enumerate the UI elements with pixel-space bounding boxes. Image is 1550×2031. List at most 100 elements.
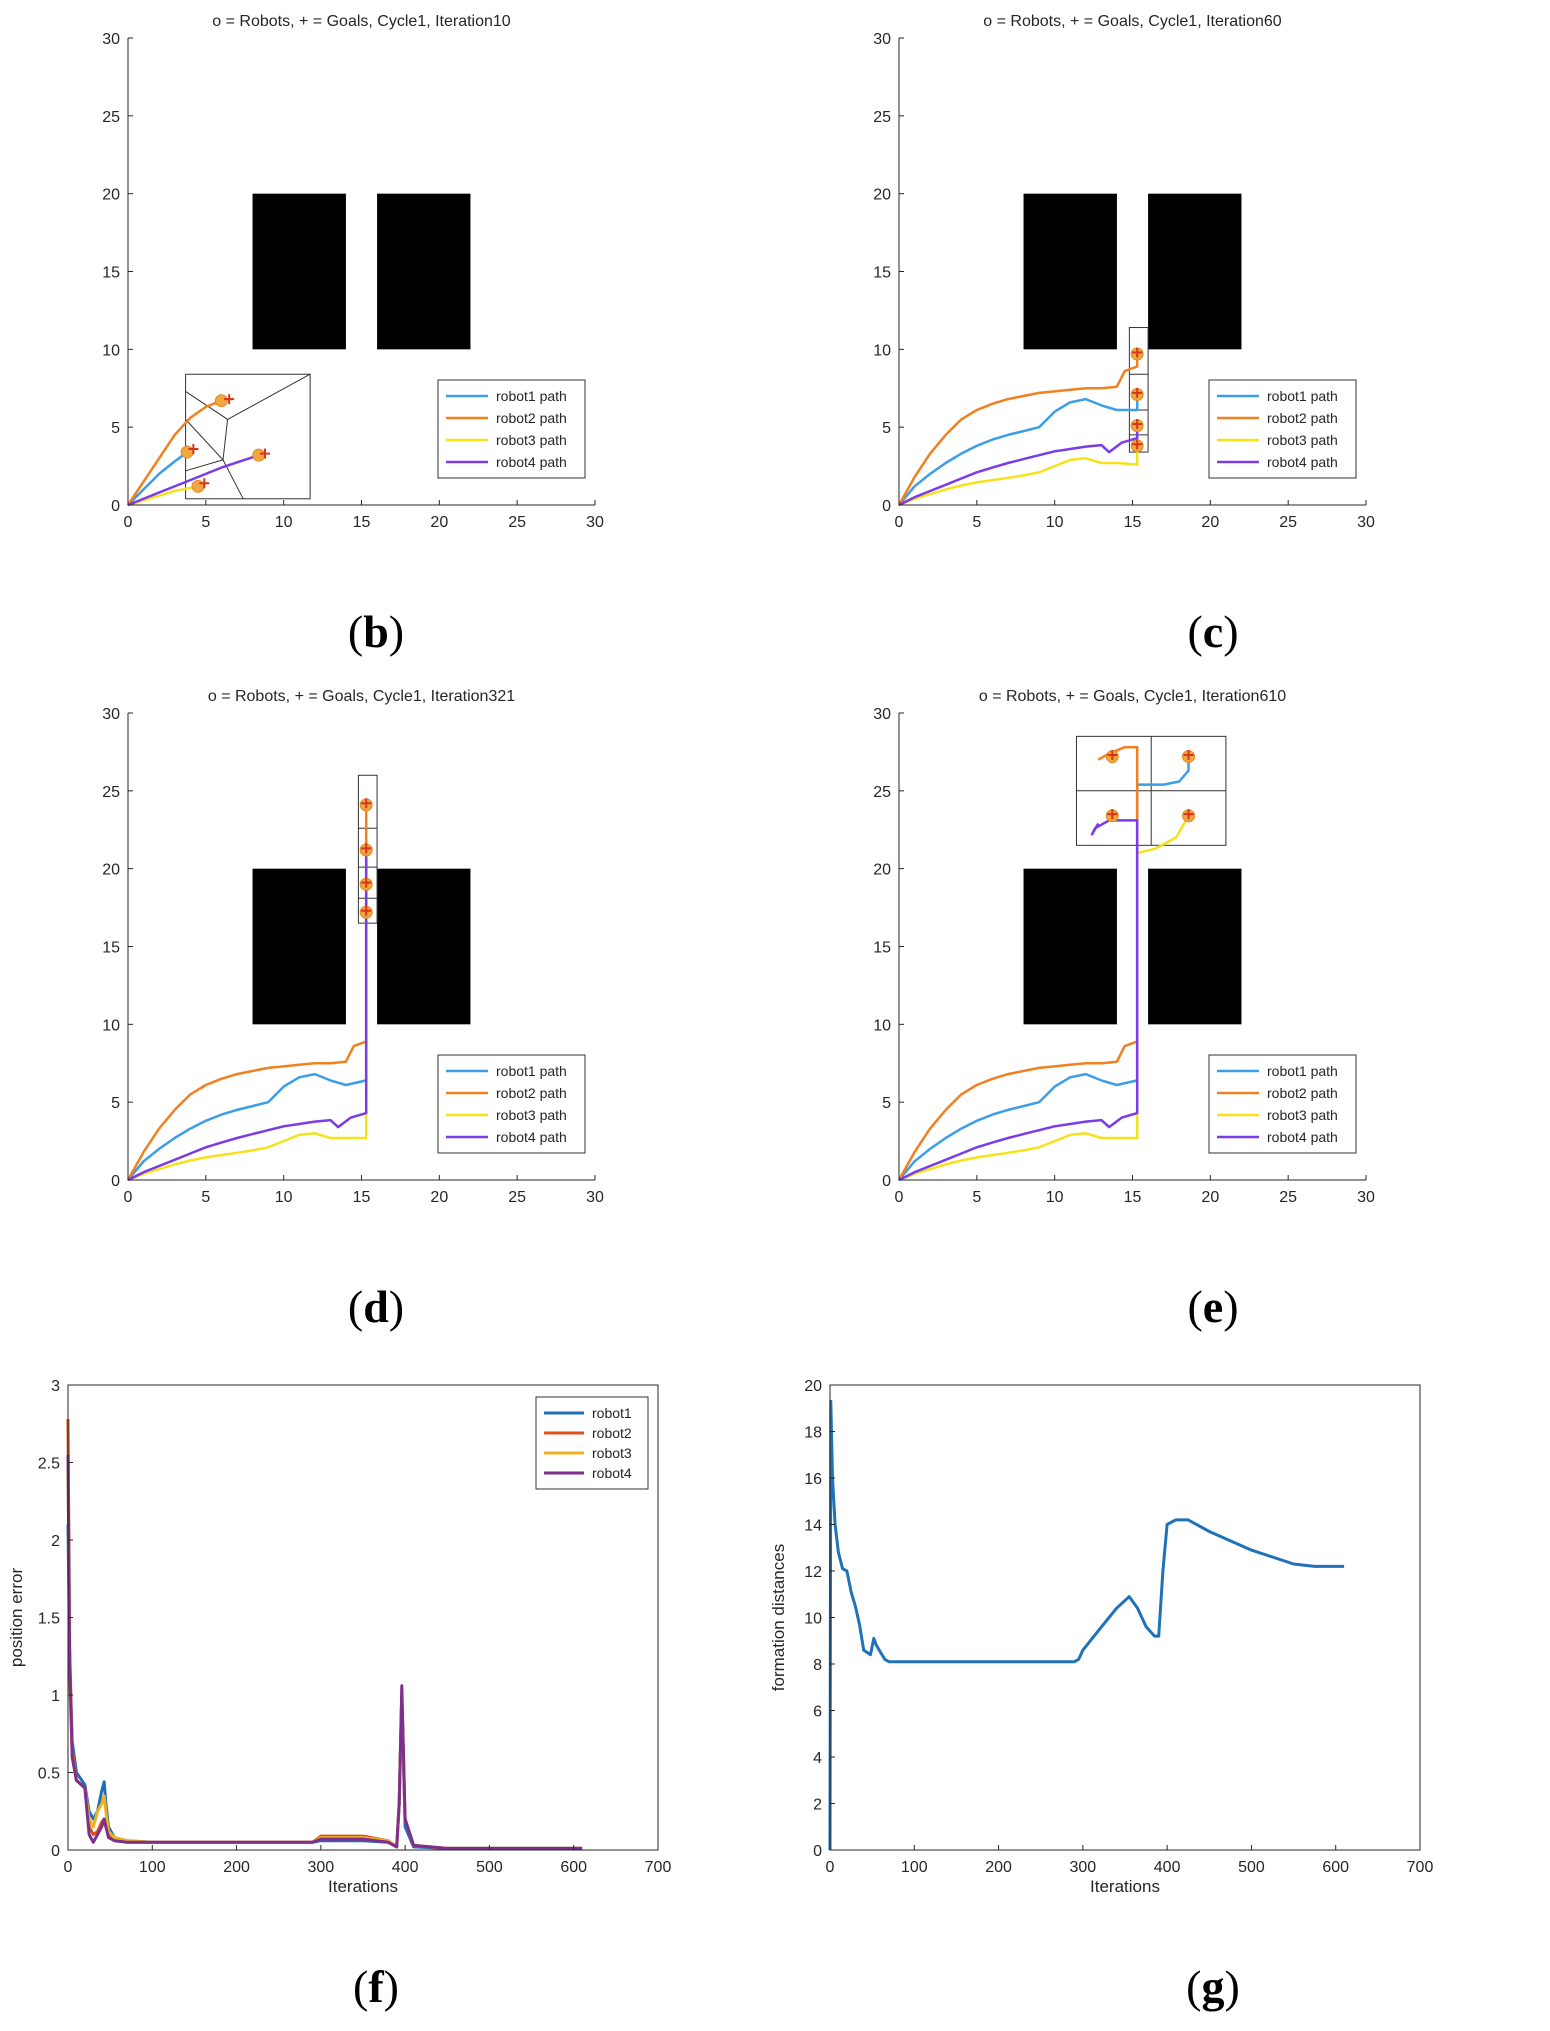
chart-svg-f: 0 100 200 300 400 500 600 700 0 0.5 1 1.5 2 2.5 3 Itera… [7,1378,672,1896]
goal-marker-1 [1132,387,1143,398]
series-line-1 [127,451,188,506]
y-tick-label: 10 [873,342,891,359]
y-tick-label: 20 [102,862,120,879]
chart-svg-e: o = Robots, + = Goals, Cycle1, Iteration… [873,688,1375,1206]
legend-label-2: robot2 [592,1425,632,1441]
caption-e: (e) [1187,1281,1239,1332]
x-tick-label: 5 [201,514,210,531]
legend-label-4: robot4 path [1267,1129,1338,1145]
x-tick-label: 0 [895,514,904,531]
x-tick-label: 15 [353,514,371,531]
x-tick-label: 0 [64,1859,73,1876]
obstacle-2 [377,868,471,1025]
chart-title: o = Robots, + = Goals, Cycle1, Iteration… [979,688,1286,705]
goal-marker-1 [361,877,372,888]
y-tick-label: 3 [51,1378,60,1395]
legend-label-4: robot4 [592,1465,632,1481]
y-tick-label: 20 [804,1378,822,1395]
x-tick-label: 15 [1124,1189,1142,1206]
y-tick-label: 10 [804,1611,822,1628]
y-tick-label: 16 [804,1471,822,1488]
x-tick-label: 600 [1322,1859,1349,1876]
legend-label-2: robot2 path [496,1085,567,1101]
series-line-2 [126,399,222,506]
y-tick-label: 10 [102,1017,120,1034]
x-tick-label: 5 [972,514,981,531]
x-tick-label: 20 [430,514,448,531]
voronoi-edge-3 [227,373,311,420]
y-tick-label: 5 [111,1095,120,1112]
legend-label-3: robot3 path [496,1107,567,1123]
y-tick-label: 20 [873,862,891,879]
y-tick-label: 0 [882,498,891,515]
y-tick-label: 30 [102,706,120,723]
y-axis-label: position error [7,1568,26,1668]
x-tick-label: 25 [508,514,526,531]
x-tick-label: 400 [392,1859,419,1876]
x-tick-label: 30 [586,514,604,531]
x-tick-label: 30 [1357,1189,1375,1206]
x-tick-label: 25 [508,1189,526,1206]
position-error-chart: 0 100 200 300 400 500 600 700 0 0.5 1 1.5 2 2.5 3 Itera… [0,1370,775,1930]
chart-svg-g: 0 100 200 300 400 500 600 700 0 2 4 6 8 10 12 14 16 18 20 I… [769,1378,1433,1896]
y-tick-label: 25 [102,784,120,801]
goal-marker-4 [259,448,270,459]
goal-marker-3 [199,478,210,489]
legend-label-3: robot3 path [1267,1107,1338,1123]
series-line-2 [66,1419,583,1850]
x-tick-label: 25 [1279,1189,1297,1206]
y-tick-label: 25 [873,109,891,126]
obstacle-2 [1148,868,1242,1025]
voronoi-bounding-box [357,774,378,924]
goal-marker-2 [361,798,372,809]
x-tick-label: 10 [1046,514,1064,531]
y-tick-label: 14 [804,1518,822,1535]
voronoi-bounding-box [185,373,311,500]
x-tick-label: 20 [1201,514,1219,531]
obstacle-1 [1023,193,1117,350]
legend-label-2: robot2 path [1267,410,1338,426]
robot-marker-2 [214,394,228,408]
series-line-4 [898,819,1139,1182]
y-tick-label: 2.5 [38,1456,60,1473]
y-tick-label: 20 [102,187,120,204]
robot-marker-4 [252,448,266,462]
series-line-2 [897,354,1139,506]
goal-marker-3 [1183,809,1194,820]
x-tick-label: 600 [560,1859,587,1876]
chart-svg-d: o = Robots, + = Goals, Cycle1, Iteration… [102,688,604,1206]
y-tick-label: 18 [804,1425,822,1442]
goal-marker-2 [1107,750,1118,761]
x-tick-label: 500 [1238,1859,1265,1876]
x-tick-label: 500 [476,1859,503,1876]
legend-label-3: robot3 path [496,432,567,448]
y-tick-label: 15 [873,265,891,282]
y-tick-label: 1 [51,1688,60,1705]
series-line-1 [828,1399,1345,1851]
caption-c: (c) [1187,606,1239,657]
x-tick-label: 10 [275,514,293,531]
x-tick-label: 0 [124,514,133,531]
y-tick-label: 2 [51,1533,60,1550]
robot-marker-3 [191,479,205,493]
chart-title: o = Robots, + = Goals, Cycle1, Iteration… [208,688,515,705]
y-axis-label: formation distances [769,1544,788,1691]
formation-distance-chart: 0 100 200 300 400 500 600 700 0 2 4 6 8 10 12 14 16 18 20 I… [769,1370,1550,1930]
y-tick-label: 5 [882,1095,891,1112]
x-tick-label: 700 [645,1859,672,1876]
obstacle-2 [1148,193,1242,350]
robot-map-chart-e: o = Robots, + = Goals, Cycle1, Iteration… [775,675,1550,1235]
caption-f: (f) [353,1961,399,2012]
goal-marker-1 [1183,750,1194,761]
legend-label-2: robot2 path [1267,1085,1338,1101]
chart-svg-b: o = Robots, + = Goals, Cycle1, Iteration… [102,13,604,531]
voronoi-edge-1 [185,419,224,472]
y-tick-label: 15 [102,265,120,282]
y-tick-label: 2 [813,1797,822,1814]
x-tick-label: 30 [586,1189,604,1206]
legend-label-4: robot4 path [496,454,567,470]
y-tick-label: 15 [102,940,120,957]
series-line-1 [66,1524,583,1850]
voronoi-bounding-box [1075,735,1227,846]
x-tick-label: 15 [1124,514,1142,531]
